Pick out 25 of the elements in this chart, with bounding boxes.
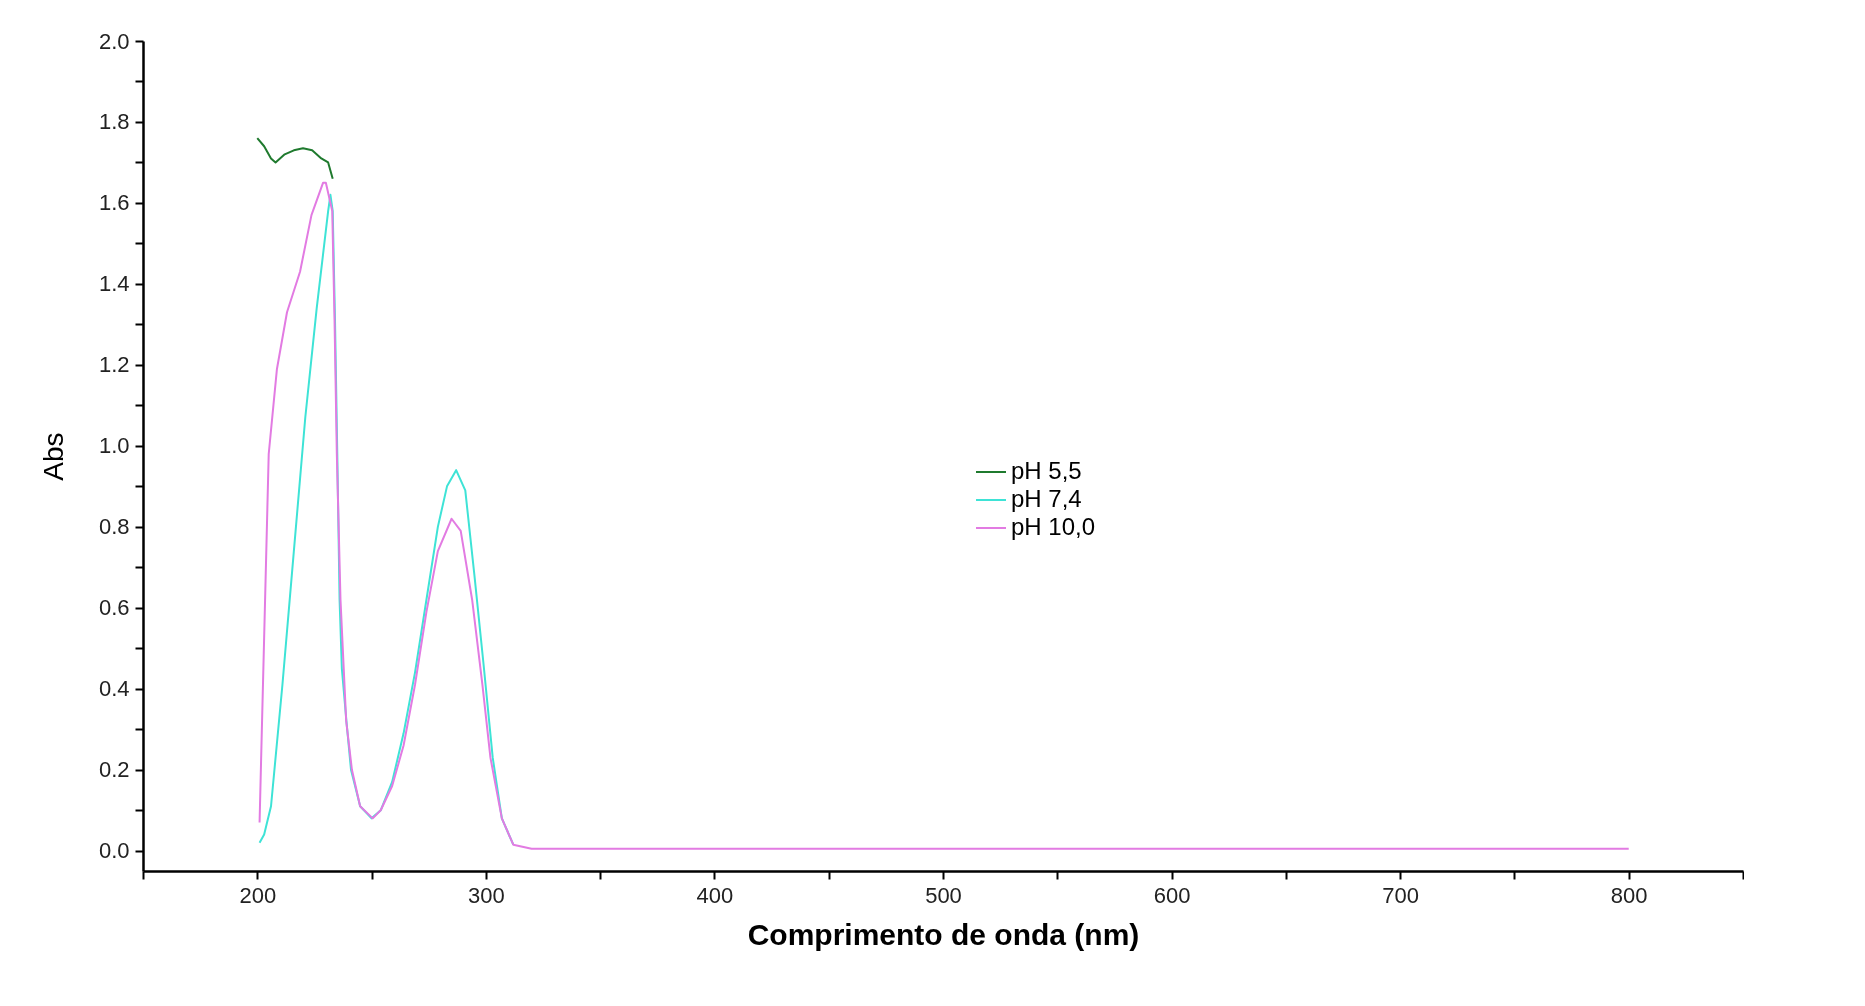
y-axis-title: Abs	[37, 432, 69, 481]
y-tick-label: 0.2	[98, 757, 130, 783]
line-series	[258, 181, 1630, 850]
y-tick-label: 0.0	[98, 838, 130, 864]
x-tick-label: 600	[1153, 882, 1191, 908]
legend-label: pH 7,4	[1011, 485, 1082, 512]
y-tick-label: 1.0	[98, 433, 130, 459]
x-tick-label: 300	[468, 882, 505, 908]
legend-label: pH 5,5	[1011, 457, 1082, 484]
x-tick-label: 800	[1610, 882, 1648, 908]
y-tick-label: 2.0	[98, 28, 130, 54]
y-tick-label: 1.4	[98, 271, 130, 297]
y-tick-label: 1.8	[98, 109, 130, 135]
line-series	[256, 137, 334, 180]
x-tick-label: 700	[1382, 882, 1419, 908]
x-axis-title: Comprimento de onda (nm)	[747, 917, 1140, 951]
legend-label: pH 10,0	[1011, 513, 1096, 540]
x-tick-label: 200	[239, 882, 277, 908]
y-tick-label: 1.2	[98, 352, 130, 378]
x-tick-label: 500	[925, 882, 962, 908]
y-tick-label: 0.4	[98, 676, 130, 702]
x-tick-label: 400	[696, 882, 734, 908]
y-tick-label: 0.8	[98, 514, 130, 540]
y-tick-label: 1.6	[98, 190, 130, 216]
y-tick-label: 0.6	[98, 595, 130, 621]
